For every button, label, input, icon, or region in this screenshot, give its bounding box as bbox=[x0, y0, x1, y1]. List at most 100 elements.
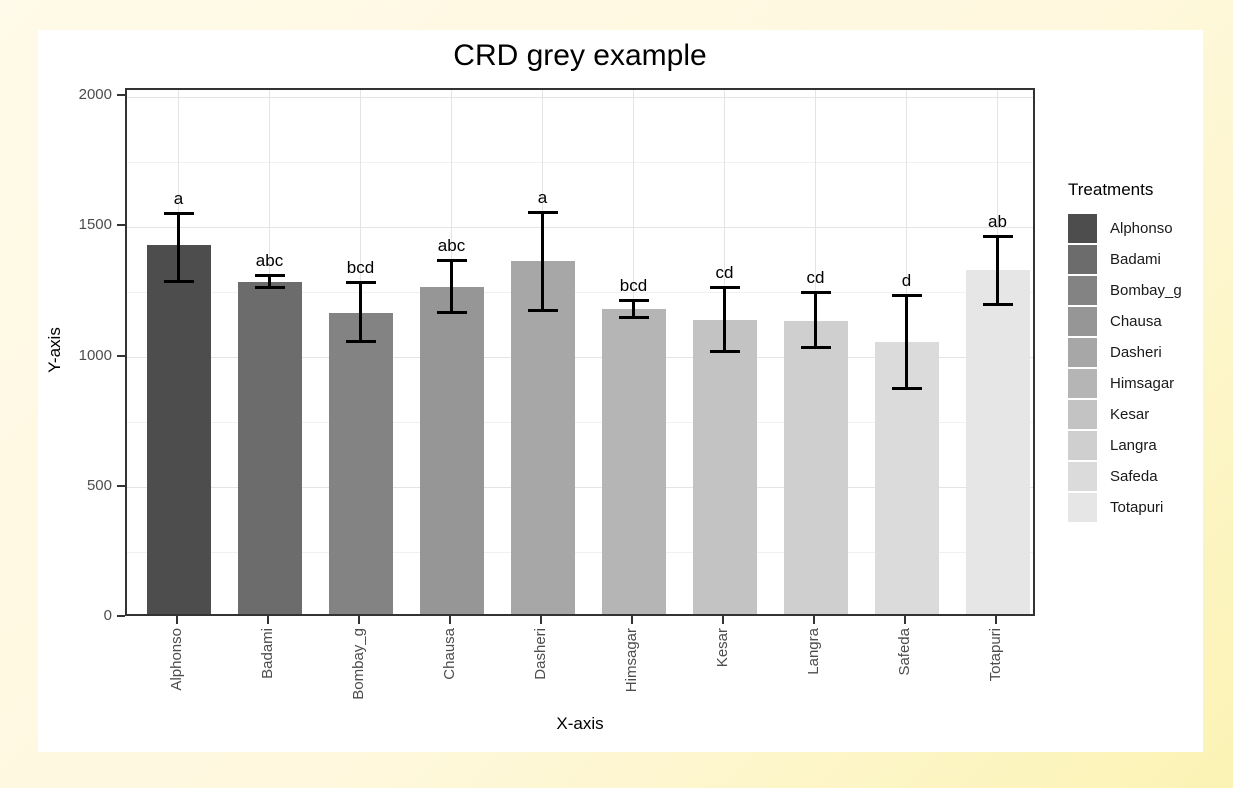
sig-letter: bcd bbox=[619, 276, 648, 296]
gridline-major bbox=[127, 357, 1033, 358]
error-bar-line bbox=[177, 212, 180, 282]
error-bar-cap-top bbox=[618, 299, 649, 303]
bar bbox=[965, 270, 1030, 614]
y-tick-label: 500 bbox=[86, 476, 112, 494]
y-tick-mark bbox=[117, 484, 125, 487]
error-bar-cap-bottom bbox=[436, 311, 467, 315]
sig-letter: d bbox=[901, 270, 912, 290]
bar bbox=[601, 309, 666, 614]
error-bar-cap-top bbox=[254, 274, 285, 278]
x-tick-mark bbox=[994, 616, 997, 624]
gridline-minor bbox=[127, 291, 1033, 293]
legend-swatch bbox=[1068, 493, 1097, 522]
bar bbox=[328, 313, 393, 614]
x-tick-mark bbox=[903, 616, 906, 624]
bar bbox=[419, 287, 484, 614]
error-bar-line bbox=[359, 281, 362, 342]
bar bbox=[783, 321, 848, 614]
sig-letter: a bbox=[537, 187, 548, 207]
error-bar-cap-bottom bbox=[527, 308, 558, 312]
legend-item-label: Safeda bbox=[1110, 468, 1158, 485]
x-tick-mark bbox=[357, 616, 360, 624]
error-bar-line bbox=[996, 236, 999, 306]
legend-item: Dasheri bbox=[1068, 337, 1182, 368]
error-bar-cap-bottom bbox=[345, 339, 376, 343]
y-tick-mark bbox=[117, 224, 125, 227]
error-bar-cap-bottom bbox=[982, 303, 1013, 307]
error-bar-cap-top bbox=[436, 258, 467, 262]
y-tick-mark bbox=[117, 615, 125, 617]
legend-item: Kesar bbox=[1068, 399, 1182, 430]
sig-letter: bcd bbox=[346, 257, 375, 277]
legend-swatch bbox=[1068, 400, 1097, 429]
legend-item-label: Kesar bbox=[1110, 406, 1150, 423]
sig-letter: cd bbox=[806, 268, 825, 288]
y-axis-title: Y-axis bbox=[45, 327, 64, 373]
x-tick-mark bbox=[448, 616, 451, 624]
x-tick-mark bbox=[630, 616, 633, 624]
legend-item-label: Bombay_g bbox=[1110, 282, 1182, 299]
legend-item: Totapuri bbox=[1068, 492, 1182, 523]
error-bar-cap-top bbox=[891, 293, 922, 297]
error-bar-line bbox=[268, 275, 271, 289]
sig-letter: ab bbox=[988, 212, 1007, 232]
y-tick-label: 1500 bbox=[78, 216, 112, 234]
legend-item: Bombay_g bbox=[1068, 275, 1182, 306]
error-bar-line bbox=[632, 300, 635, 319]
legend-item-label: Dasheri bbox=[1110, 344, 1162, 361]
y-tick-mark bbox=[117, 94, 125, 96]
error-bar-line bbox=[450, 259, 453, 314]
error-bar-cap-top bbox=[800, 291, 831, 295]
gridline-major bbox=[127, 487, 1033, 489]
gridline-minor bbox=[127, 422, 1033, 424]
sig-letter: a bbox=[173, 188, 184, 208]
legend-item-label: Langra bbox=[1110, 437, 1157, 454]
legend: Treatments Alphonso Badami Bombay_g Chausa D… bbox=[1068, 180, 1182, 523]
sig-letter: cd bbox=[715, 263, 734, 283]
legend-swatch bbox=[1068, 462, 1097, 491]
error-bar-line bbox=[541, 211, 544, 311]
legend-item: Himsagar bbox=[1068, 368, 1182, 399]
error-bar-line bbox=[723, 287, 726, 353]
legend-item: Chausa bbox=[1068, 306, 1182, 337]
legend-swatch bbox=[1068, 307, 1097, 336]
legend-swatch bbox=[1068, 369, 1097, 398]
gridline-minor bbox=[127, 552, 1033, 554]
legend-item-label: Badami bbox=[1110, 251, 1161, 268]
error-bar-cap-bottom bbox=[254, 286, 285, 290]
legend-item-label: Chausa bbox=[1110, 313, 1162, 330]
legend-item: Badami bbox=[1068, 244, 1182, 275]
x-tick-mark bbox=[266, 616, 269, 624]
bar bbox=[692, 319, 757, 614]
legend-swatch bbox=[1068, 245, 1097, 274]
legend-swatch bbox=[1068, 214, 1097, 243]
x-tick-mark bbox=[721, 616, 724, 624]
error-bar-cap-top bbox=[163, 211, 194, 215]
x-tick-mark bbox=[812, 616, 815, 624]
error-bar-cap-bottom bbox=[709, 350, 740, 354]
legend-item-label: Alphonso bbox=[1110, 220, 1173, 237]
error-bar-cap-top bbox=[527, 210, 558, 214]
legend-item: Alphonso bbox=[1068, 213, 1182, 244]
y-tick-label: 0 bbox=[103, 607, 112, 624]
sig-letter: abc bbox=[255, 251, 284, 271]
x-axis-title: X-axis bbox=[556, 714, 604, 733]
error-bar-cap-top bbox=[709, 286, 740, 290]
error-bar-cap-top bbox=[345, 280, 376, 284]
gridline-major bbox=[127, 226, 1033, 228]
error-bar-cap-bottom bbox=[618, 316, 649, 320]
legend-swatch bbox=[1068, 431, 1097, 460]
error-bar-cap-bottom bbox=[800, 346, 831, 350]
bar bbox=[146, 245, 211, 614]
y-tick-mark bbox=[117, 354, 125, 357]
bar bbox=[237, 281, 302, 614]
legend-items: Alphonso Badami Bombay_g Chausa Dasheri Himsa… bbox=[1068, 213, 1182, 523]
y-tick-label: 2000 bbox=[78, 86, 112, 103]
plot-card: CRD grey example a abc bcd abc a bcd cd cd d ab 0… bbox=[38, 30, 1203, 752]
gridline-major bbox=[127, 96, 1033, 98]
error-bar-line bbox=[814, 292, 817, 349]
legend-item: Langra bbox=[1068, 430, 1182, 461]
gridline-minor bbox=[127, 161, 1033, 163]
legend-swatch bbox=[1068, 276, 1097, 305]
